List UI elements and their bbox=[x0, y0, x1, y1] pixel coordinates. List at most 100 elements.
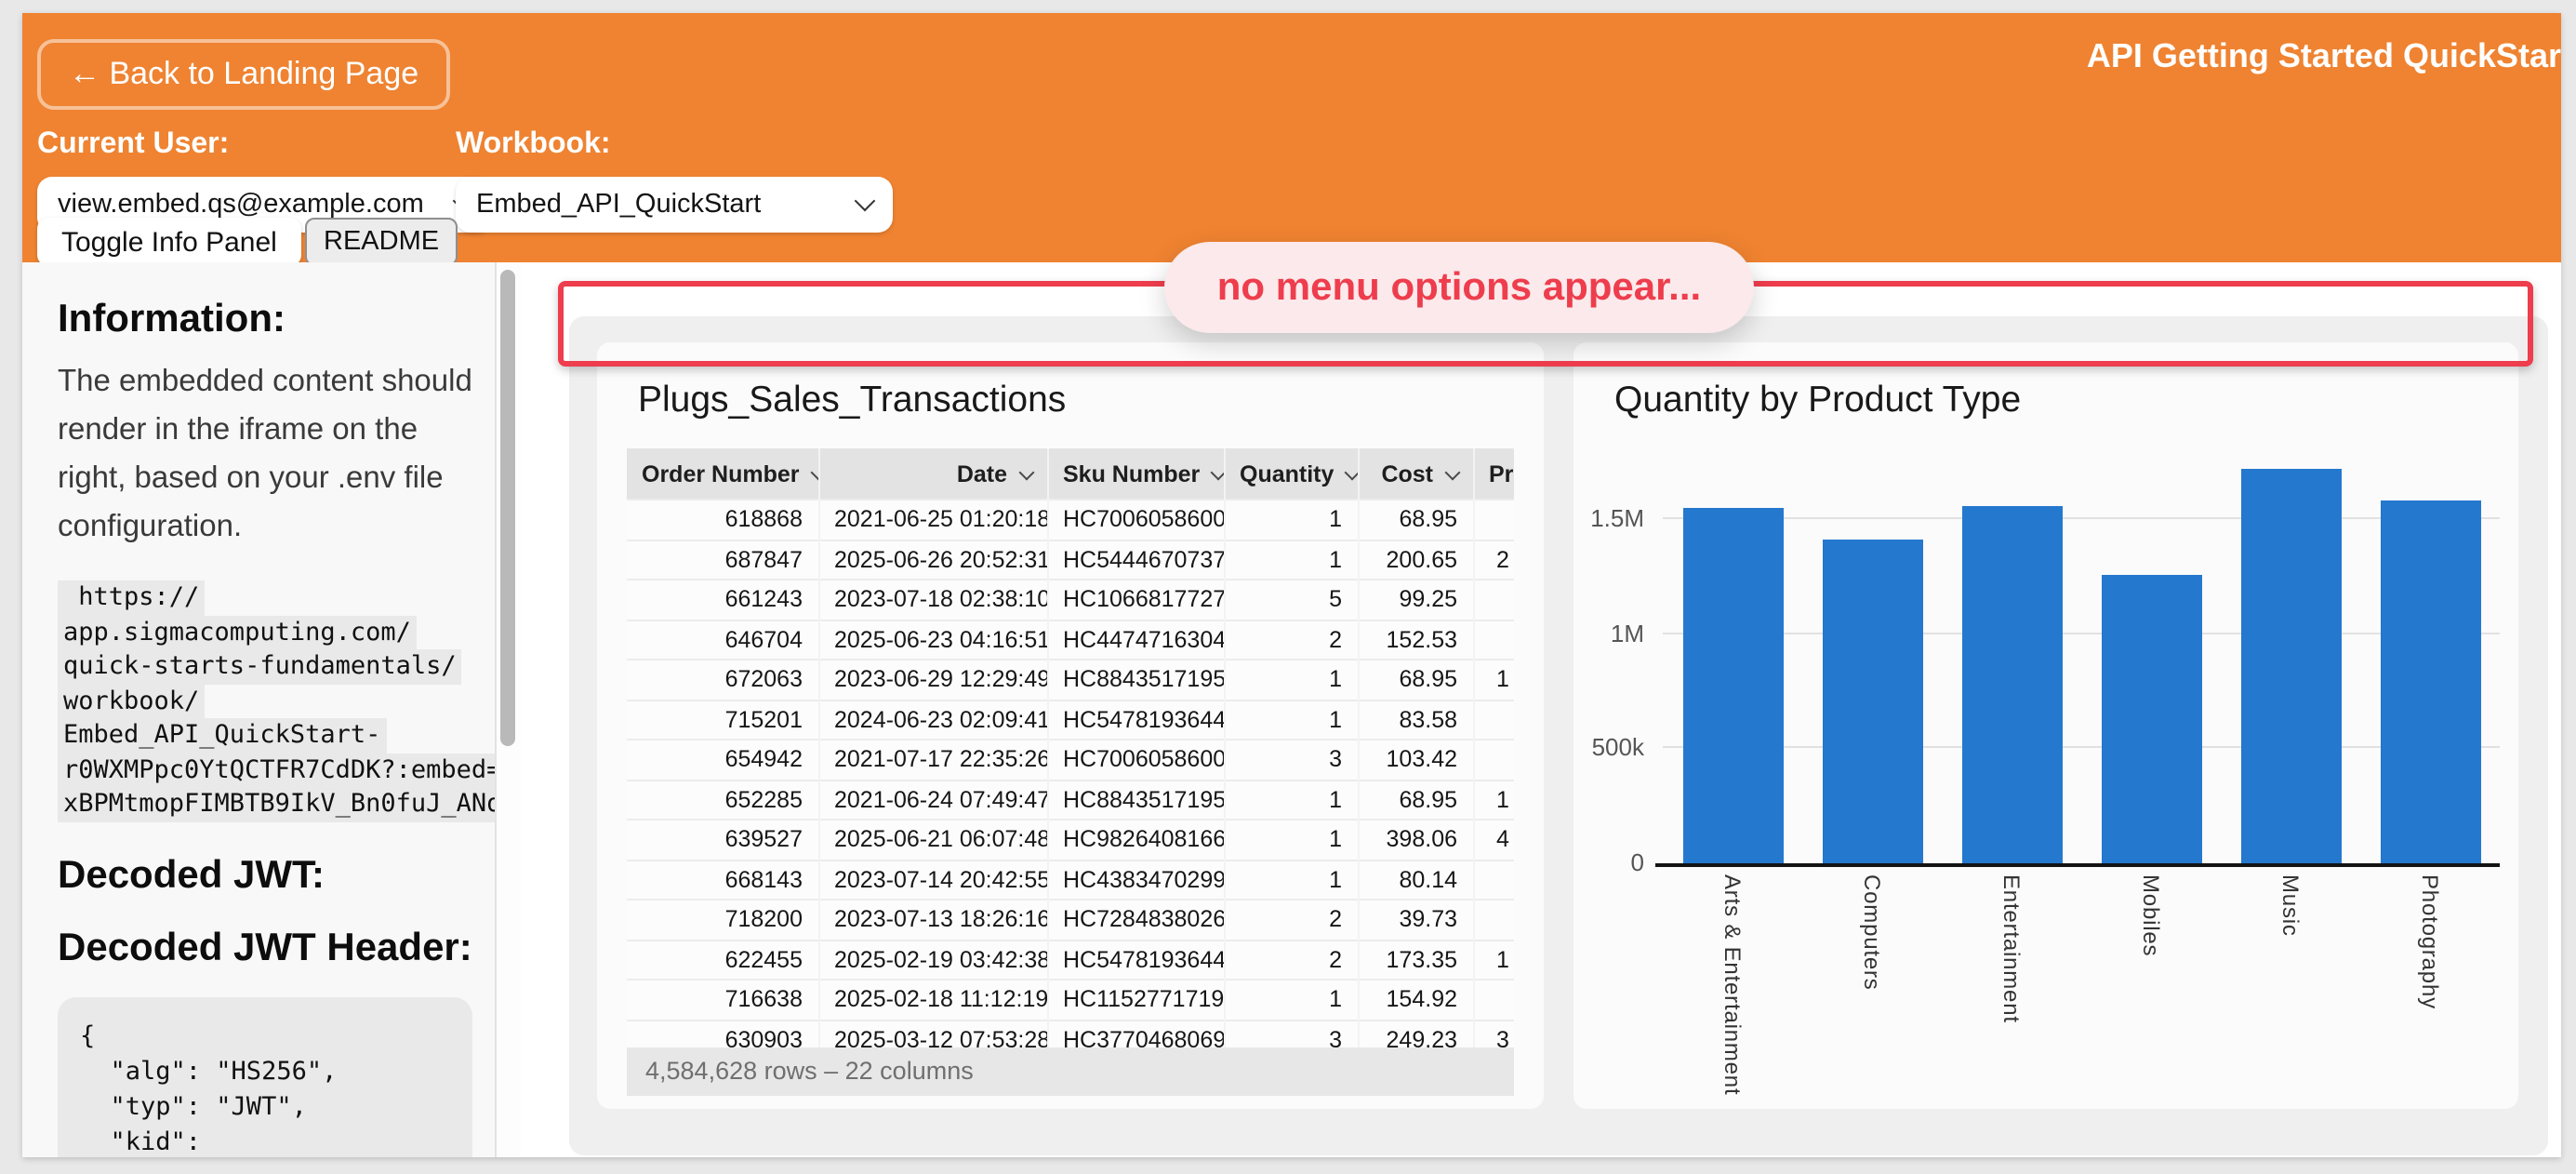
table-cell: 99.25 bbox=[1357, 580, 1473, 620]
table-cell bbox=[1472, 900, 1514, 940]
column-header-cost[interactable]: Cost bbox=[1357, 448, 1473, 500]
table-cell: HC7284838026 bbox=[1046, 900, 1224, 940]
table-cell: 2025-02-19 03:42:38 bbox=[817, 940, 1047, 980]
back-to-landing-button[interactable]: ← Back to Landing Page bbox=[37, 39, 451, 110]
gridline bbox=[1663, 632, 2500, 634]
table-cell bbox=[1472, 620, 1514, 660]
x-axis-label: Entertainment bbox=[1998, 874, 2025, 1023]
bar-photography[interactable] bbox=[2380, 500, 2480, 863]
x-axis-label: Mobiles bbox=[2138, 874, 2164, 957]
column-header-sku-number[interactable]: Sku Number bbox=[1046, 448, 1224, 500]
annotation-text: no menu options appear... bbox=[1216, 265, 1702, 308]
table-cell: 715201 bbox=[724, 706, 803, 733]
table-cell: 173.35 bbox=[1357, 940, 1473, 980]
table-cell: 2023-07-14 20:42:55 bbox=[817, 860, 1047, 900]
table-row: 687847 2025-06-26 20:52:31 HC5444670737 1 20… bbox=[627, 540, 1514, 580]
chevron-down-icon bbox=[1443, 463, 1460, 480]
table-cell: 2021-06-25 01:20:18 bbox=[817, 500, 1047, 540]
table-cell: HC3770468069 bbox=[1046, 1020, 1224, 1047]
information-heading: Information: bbox=[58, 298, 285, 340]
app-header: ← Back to Landing Page API Getting Start… bbox=[22, 13, 2561, 262]
chevron-down-icon bbox=[854, 190, 876, 212]
table-cell: 1 bbox=[1223, 860, 1358, 900]
workbook-select[interactable]: Embed_API_QuickStart bbox=[456, 177, 893, 233]
column-header-price[interactable]: Price bbox=[1472, 448, 1514, 500]
readme-button[interactable]: README bbox=[305, 218, 458, 262]
information-paragraph: The embedded content should render in th… bbox=[58, 365, 472, 543]
table-cell: 1 bbox=[1223, 660, 1358, 700]
x-axis-label: Photography bbox=[2417, 874, 2443, 1009]
table-cell: HC5478193644 bbox=[1046, 940, 1224, 980]
chart-panel: Quantity by Product Type 1.5M 1M 500k 0 Art… bbox=[1573, 342, 2518, 1109]
decoded-jwt-heading: Decoded JWT: bbox=[58, 853, 325, 896]
bar-arts-entertainment[interactable] bbox=[1682, 508, 1783, 863]
info-sidebar: Information: The embedded content should… bbox=[22, 262, 497, 1157]
y-tick-label: 500k bbox=[1591, 733, 1644, 762]
bar-computers[interactable] bbox=[1822, 540, 1922, 863]
table-cell: 2025-06-23 04:16:51 bbox=[817, 620, 1047, 660]
current-user-value: view.embed.qs@example.com bbox=[58, 190, 424, 220]
x-axis-label: Arts & Entertainment bbox=[1720, 874, 1746, 1096]
table-cell: 618868 bbox=[724, 506, 803, 533]
table-cell: HC8843517195 bbox=[1046, 780, 1224, 820]
chart-plot-area bbox=[1663, 432, 2500, 863]
current-user-label: Current User: bbox=[37, 128, 230, 160]
table-cell: 3 bbox=[1223, 740, 1358, 780]
table-cell: HC5444670737 bbox=[1046, 540, 1224, 580]
toggle-info-panel-button[interactable]: Toggle Info Panel bbox=[37, 218, 301, 262]
x-axis-label: Computers bbox=[1859, 874, 1885, 991]
table-cell: 622455 bbox=[724, 946, 803, 973]
bar-mobiles[interactable] bbox=[2101, 574, 2201, 863]
chevron-down-icon bbox=[1210, 463, 1224, 480]
table-cell: 152.53 bbox=[1357, 620, 1473, 660]
table-cell: 39.73 bbox=[1357, 900, 1473, 940]
jwt-header-code-block: { "alg": "HS256", "typ": "JWT", "kid": "… bbox=[58, 996, 472, 1157]
table-row: 654942 2021-07-17 22:35:26 HC7006058600 3 10… bbox=[627, 740, 1514, 780]
table-cell: 2025-06-26 20:52:31 bbox=[817, 540, 1047, 580]
table-cell: 630903 bbox=[724, 1026, 803, 1048]
table-row: 668143 2023-07-14 20:42:55 HC4383470299 1 80… bbox=[627, 860, 1514, 900]
column-header-date[interactable]: Date bbox=[817, 448, 1047, 500]
y-axis-ticks: 1.5M 1M 500k 0 bbox=[1573, 432, 1644, 876]
table-cell: 200.65 bbox=[1357, 540, 1473, 580]
embed-url-line: xBPMtmopFIMBTB9IkV_Bn0fuJ_ANo bbox=[58, 787, 495, 821]
bar-entertainment[interactable] bbox=[1961, 505, 2062, 863]
table-row: 672063 2023-06-29 12:29:49 HC8843517195 1 68… bbox=[627, 660, 1514, 700]
table-cell: 2 bbox=[1472, 540, 1514, 580]
table-cell: 68.95 bbox=[1357, 500, 1473, 540]
table-cell: 672063 bbox=[724, 666, 803, 693]
table-body: 618868 2021-06-25 01:20:18 HC7006058600 1 68… bbox=[627, 500, 1514, 1047]
table-cell: 716638 bbox=[724, 986, 803, 1013]
y-tick-label: 0 bbox=[1630, 848, 1644, 876]
column-header-order-number[interactable]: Order Number bbox=[627, 448, 818, 500]
table-cell bbox=[1472, 700, 1514, 740]
table-cell: 1 bbox=[1472, 940, 1514, 980]
table-cell: HC5478193644 bbox=[1046, 700, 1224, 740]
decoded-jwt-header-heading: Decoded JWT Header: bbox=[58, 926, 472, 968]
table-cell: 687847 bbox=[724, 546, 803, 573]
embed-url-code: https://app.sigmacomputing.com/quick-sta… bbox=[58, 580, 495, 821]
table-cell: 718200 bbox=[724, 906, 803, 933]
table-cell: 1 bbox=[1223, 780, 1358, 820]
table-cell bbox=[1472, 980, 1514, 1020]
bar-chart: 1.5M 1M 500k 0 Arts & Entertainment Computer… bbox=[1573, 432, 2518, 1109]
bar-music[interactable] bbox=[2240, 469, 2341, 863]
column-header-quantity[interactable]: Quantity bbox=[1223, 448, 1358, 500]
table-cell: 4 bbox=[1472, 820, 1514, 860]
table-cell bbox=[1472, 860, 1514, 900]
sidebar-scrollbar-thumb[interactable] bbox=[500, 270, 515, 746]
table-cell: HC8843517195 bbox=[1046, 660, 1224, 700]
table-cell: 2025-03-12 07:53:28 bbox=[817, 1020, 1047, 1047]
chart-title: Quantity by Product Type bbox=[1614, 380, 2022, 420]
embed-url-line: https:// bbox=[58, 580, 206, 615]
table-cell: 1 bbox=[1223, 980, 1358, 1020]
embed-url-line: workbook/ bbox=[58, 684, 206, 718]
table-cell: 2 bbox=[1223, 940, 1358, 980]
embed-url-line: Embed_API_QuickStart- bbox=[58, 718, 387, 753]
table-cell: 3 bbox=[1472, 1020, 1514, 1047]
table-cell: 1 bbox=[1223, 820, 1358, 860]
table-cell: 3 bbox=[1223, 1020, 1358, 1047]
table-cell: HC4474716304 bbox=[1046, 620, 1224, 660]
table-cell: HC1152771719 bbox=[1046, 980, 1224, 1020]
